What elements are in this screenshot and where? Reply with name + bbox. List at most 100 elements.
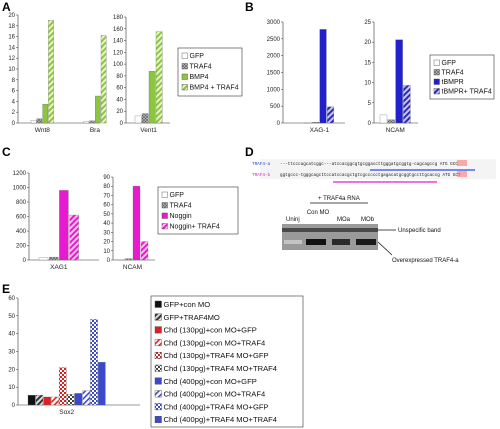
chart-c1-ytick-label: 600 bbox=[16, 215, 27, 221]
chart-c1-bar-gfp-xag1 bbox=[38, 257, 49, 261]
chart-a2-ytick-label: 180 bbox=[113, 15, 124, 21]
chart-c2-category-label: NCAM bbox=[123, 264, 142, 271]
chart-b1-category-label: XAG-1 bbox=[310, 127, 330, 134]
legend-E-entry-chd-400pg-traf4-mo-traf4: Chd (400pg)+TRAF4 MO+TRAF4 bbox=[164, 415, 278, 424]
legend-E-entry-chd-130pg-con-mo-gfp: Chd (130pg)+con MO+GFP bbox=[164, 326, 257, 335]
chart-b1-ytick-label: 1500 bbox=[267, 71, 281, 77]
chart-e-bar-gfp-con-mo-sox2 bbox=[27, 395, 36, 406]
chart-b-ncam: 0 5 10 15 20 25 NCAM bbox=[364, 20, 418, 134]
chart-e-ytick-label: 10 bbox=[8, 385, 15, 391]
chart-a2-ytick-label: 20 bbox=[116, 109, 123, 115]
chart-b1-bar-tbmpr-traf4-xag-1 bbox=[327, 106, 334, 124]
legend-E-entry-chd-400pg-con-mo-traf4: Chd (400pg)+con MO+TRAF4 bbox=[164, 390, 266, 399]
rna-label: + TRAF4a RNA bbox=[318, 196, 360, 202]
legend-E-entry-gfp-con-mo: GFP+con MO bbox=[164, 300, 211, 309]
chart-e-bar-chd-400pg-con-mo-traf4-sox2 bbox=[82, 390, 90, 406]
chart-b2-ytick-label: 0 bbox=[368, 121, 372, 127]
chart-e-ytick-label: 60 bbox=[8, 296, 15, 302]
legend-E-entry-chd-130pg-traf4-mo-gfp: Chd (130pg)+TRAF4 MO+GFP bbox=[164, 351, 269, 360]
panel-label-b: B bbox=[245, 0, 254, 14]
sequence-alignment: TRAF4-a ---ttcccagcatcggc---atccacggcgtg… bbox=[252, 159, 496, 183]
chart-e-bar-chd-400pg-con-mo-gfp-sox2 bbox=[74, 393, 83, 406]
chart-e-ytick-label: 20 bbox=[8, 367, 15, 373]
legend-A-swatch-gfp bbox=[181, 52, 188, 59]
chart-c1-ytick-label: 0 bbox=[23, 258, 27, 264]
chart-e-category-label: Sox2 bbox=[59, 409, 74, 416]
chart-e-ytick-label: 50 bbox=[8, 314, 15, 320]
chart-a2-bar-bmp4-traf4-vent1 bbox=[155, 31, 163, 124]
chart-a1-ytick-label: 2 bbox=[12, 110, 16, 116]
chart-b2-bar-tbmpr-ncam bbox=[395, 39, 403, 124]
legend-B-entry-tbmpr-traf4: tBMPR+ TRAF4 bbox=[442, 89, 492, 96]
chart-c2-ytick-label: 50 bbox=[103, 212, 110, 218]
chart-c1-category-label: XAG1 bbox=[50, 264, 68, 271]
chart-c2-ytick-label: 60 bbox=[103, 203, 110, 209]
chart-a1-ytick-label: 16 bbox=[8, 35, 15, 41]
panel-label-a: A bbox=[2, 0, 11, 14]
legend-C-frame bbox=[157, 186, 239, 235]
chart-e-bar-chd-130pg-con-mo-traf4-sox2 bbox=[51, 396, 59, 406]
chart-b1-ytick-label: 1000 bbox=[267, 87, 281, 93]
legend-B-frame bbox=[429, 54, 495, 100]
unspecific-label: Unspecific band bbox=[398, 228, 441, 234]
chart-a2-bar-gfp-vent1 bbox=[134, 115, 142, 124]
chart-e-bar-chd-130pg-traf4-mo-gfp-sox2 bbox=[59, 367, 67, 406]
chart-a2-ytick-label: 60 bbox=[116, 86, 123, 92]
band-lane-con bbox=[306, 239, 326, 245]
start-codon-top bbox=[457, 160, 467, 166]
chart-b2-bar-tbmpr-traf4-ncam bbox=[403, 85, 411, 124]
chart-a2-bar-bmp4-vent1 bbox=[148, 71, 156, 124]
chart-c1-ytick-label: 800 bbox=[16, 200, 27, 206]
chart-a2-ytick-label: 40 bbox=[116, 97, 123, 103]
chart-b2-bar-traf4-ncam bbox=[387, 119, 395, 124]
legend-A-entry-bmp4: BMP4 bbox=[190, 74, 209, 81]
chart-a1-ytick-label: 8 bbox=[12, 78, 16, 84]
legend-E-swatch-chd-130pg-traf4-mo-traf4 bbox=[154, 364, 162, 372]
chart-b1-ytick-label: 2000 bbox=[267, 54, 281, 60]
legend-A-swatch-bmp4 bbox=[181, 73, 188, 80]
chart-b2-ytick-label: 20 bbox=[364, 40, 371, 46]
chart-a1-bar-traf4-wnt8 bbox=[36, 118, 43, 124]
legend-B-entry-traf4: TRAF4 bbox=[442, 70, 464, 77]
chart-c2-bar-noggin-ncam bbox=[132, 186, 141, 261]
legend-B-swatch-traf4 bbox=[433, 69, 440, 76]
lane-label-con-text: Con MO bbox=[307, 210, 330, 216]
legend-C-swatch-traf4 bbox=[161, 202, 168, 209]
start-codon-bottom bbox=[457, 171, 467, 177]
legend-e: GFP+con MO GFP+TRAF4MO Chd (130pg)+con MO+… bbox=[150, 295, 304, 428]
chart-e-bar-chd-130pg-con-mo-gfp-sox2 bbox=[43, 396, 51, 406]
chart-c2-ytick-label: 30 bbox=[103, 230, 110, 236]
legend-E-swatch-gfp-traf4mo bbox=[154, 313, 162, 321]
chart-e-ytick-label: 30 bbox=[8, 350, 15, 356]
chart-a1-ytick-label: 14 bbox=[8, 45, 15, 51]
legend-E-swatch-chd-400pg-con-mo-traf4 bbox=[154, 390, 162, 398]
western-blot: + TRAF4a RNA Uninj Con MO MOa MOb Unspec… bbox=[282, 196, 459, 264]
legend-E-frame bbox=[150, 295, 304, 428]
chart-c1-ytick-label: 1200 bbox=[13, 171, 27, 177]
chart-b1-bar-traf4-xag-1 bbox=[312, 122, 320, 124]
blot-membrane bbox=[282, 224, 378, 250]
chart-e-ytick-label: 40 bbox=[8, 332, 15, 338]
legend-B-entry-tbmpr: tBMPR bbox=[442, 79, 464, 86]
band-lane-uninj bbox=[284, 240, 302, 244]
chart-c2-ytick-label: 80 bbox=[103, 184, 110, 190]
legend-C-entry-traf4: TRAF4 bbox=[170, 203, 192, 210]
chart-c-xag1: 0 200 400 600 800 1000 1200 XAG1 bbox=[13, 171, 99, 271]
chart-b1-ytick-label: 2500 bbox=[267, 37, 281, 43]
legend-c: GFP TRAF4 Noggin Noggin+ TRAF4 bbox=[157, 186, 239, 235]
chart-b1-ytick-label: 0 bbox=[277, 121, 281, 127]
chart-b2-bar-gfp-ncam bbox=[379, 114, 388, 124]
legend-C-entry-gfp: GFP bbox=[170, 192, 185, 199]
chart-c1-bar-traf4-xag1 bbox=[49, 256, 59, 261]
legend-E-swatch-gfp-con-mo bbox=[154, 300, 162, 308]
legend-B-swatch-tbmpr bbox=[433, 78, 440, 85]
legend-E-swatch-chd-130pg-con-mo-gfp bbox=[154, 326, 162, 334]
legend-C-swatch-noggin bbox=[161, 212, 168, 219]
legend-B-swatch-tbmpr-traf4 bbox=[433, 88, 440, 95]
chart-b1-bar-tbmpr-xag-1 bbox=[319, 29, 327, 124]
chart-a2-ytick-label: 160 bbox=[113, 27, 124, 33]
chart-b-xag1: 0 500 1000 1500 2000 2500 3000 XAG-1 bbox=[267, 20, 345, 134]
chart-c2-ytick-label: 20 bbox=[103, 240, 110, 246]
chart-a1-ytick-label: 18 bbox=[8, 24, 15, 30]
